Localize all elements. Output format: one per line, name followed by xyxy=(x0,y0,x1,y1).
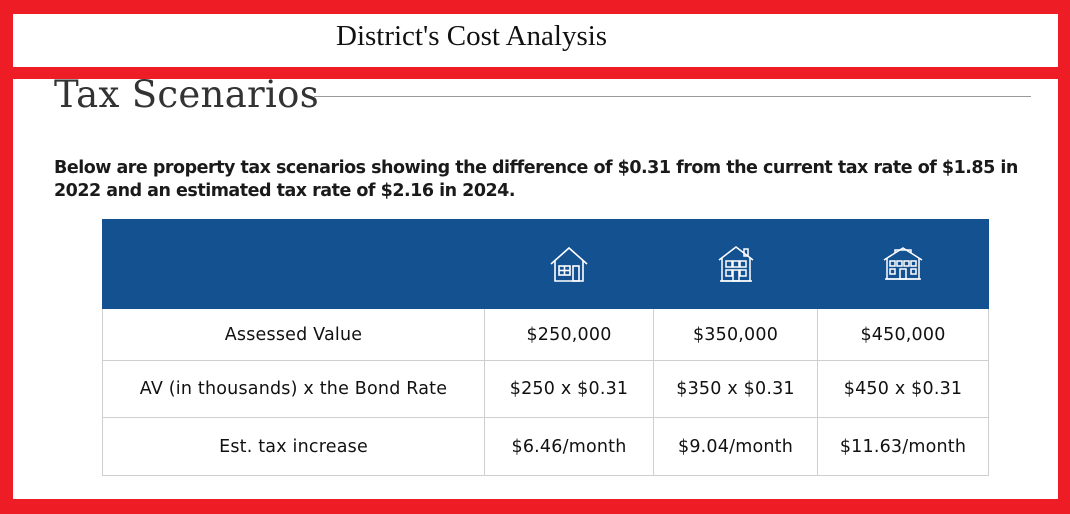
heading-divider xyxy=(314,96,1031,97)
table-row-assessed-value: Assessed Value $250,000 $350,000 $450,00… xyxy=(102,308,989,361)
row-label: Est. tax increase xyxy=(102,417,485,476)
header-cell-medium-house xyxy=(653,219,818,309)
page-title: District's Cost Analysis xyxy=(336,20,608,52)
table-cell: $450,000 xyxy=(817,308,989,361)
tax-scenarios-table: Assessed Value $250,000 $350,000 $450,00… xyxy=(102,219,989,476)
table-cell: $450 x $0.31 xyxy=(817,360,989,418)
table-cell: $350,000 xyxy=(653,308,818,361)
table-cell: $250 x $0.31 xyxy=(484,360,654,418)
table-row-tax-increase: Est. tax increase $6.46/month $9.04/mont… xyxy=(102,417,989,476)
section-heading: Tax Scenarios xyxy=(54,73,320,116)
table-cell: $11.63/month xyxy=(817,417,989,476)
header-cell-small-house xyxy=(484,219,654,309)
content-panel: Tax Scenarios Below are property tax sce… xyxy=(13,73,1058,499)
header-empty-cell xyxy=(102,219,485,309)
table-header-row xyxy=(102,219,989,309)
title-bar: District's Cost Analysis xyxy=(13,14,1058,67)
header-cell-large-house xyxy=(817,219,989,309)
large-house-icon xyxy=(883,247,923,280)
table-cell: $9.04/month xyxy=(653,417,818,476)
row-label: Assessed Value xyxy=(102,308,485,361)
row-label: AV (in thousands) x the Bond Rate xyxy=(102,360,485,418)
table-cell: $250,000 xyxy=(484,308,654,361)
medium-house-icon xyxy=(716,246,756,282)
table-row-bond-rate: AV (in thousands) x the Bond Rate $250 x… xyxy=(102,360,989,418)
intro-paragraph: Below are property tax scenarios showing… xyxy=(54,158,1018,201)
table-cell: $350 x $0.31 xyxy=(653,360,818,418)
small-house-icon xyxy=(549,246,589,282)
table-cell: $6.46/month xyxy=(484,417,654,476)
